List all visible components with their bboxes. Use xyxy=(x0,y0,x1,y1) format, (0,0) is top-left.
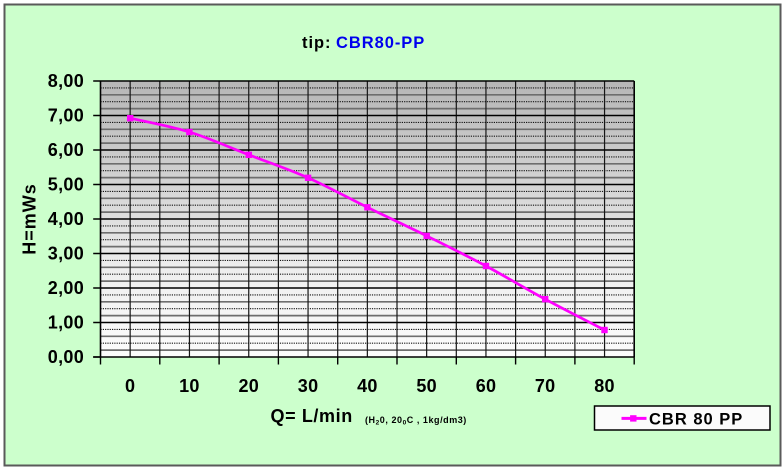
svg-text:3,00: 3,00 xyxy=(48,244,84,264)
svg-text:30: 30 xyxy=(298,376,319,396)
svg-text:8,00: 8,00 xyxy=(48,71,84,91)
svg-text:5,00: 5,00 xyxy=(48,175,84,195)
svg-text:H=mWs: H=mWs xyxy=(20,183,40,255)
svg-text:1,00: 1,00 xyxy=(48,313,84,333)
svg-text:40: 40 xyxy=(357,376,378,396)
svg-text:CBR80-PP: CBR80-PP xyxy=(336,34,425,52)
svg-text:7,00: 7,00 xyxy=(48,106,84,126)
svg-text:10: 10 xyxy=(179,376,200,396)
svg-text:2,00: 2,00 xyxy=(48,278,84,298)
svg-text:20: 20 xyxy=(238,376,259,396)
svg-text:CBR 80 PP: CBR 80 PP xyxy=(649,410,743,428)
svg-text:50: 50 xyxy=(416,376,437,396)
svg-text:tip:: tip: xyxy=(302,34,331,52)
svg-text:(H20, 200C , 1kg/dm3): (H20, 200C , 1kg/dm3) xyxy=(365,415,467,427)
svg-text:60: 60 xyxy=(476,376,497,396)
svg-text:Q= L/min: Q= L/min xyxy=(271,406,353,426)
svg-text:80: 80 xyxy=(594,376,615,396)
svg-text:4,00: 4,00 xyxy=(48,209,84,229)
svg-text:6,00: 6,00 xyxy=(48,140,84,160)
svg-text:0: 0 xyxy=(125,376,135,396)
svg-text:0,00: 0,00 xyxy=(48,347,84,367)
svg-text:70: 70 xyxy=(535,376,556,396)
